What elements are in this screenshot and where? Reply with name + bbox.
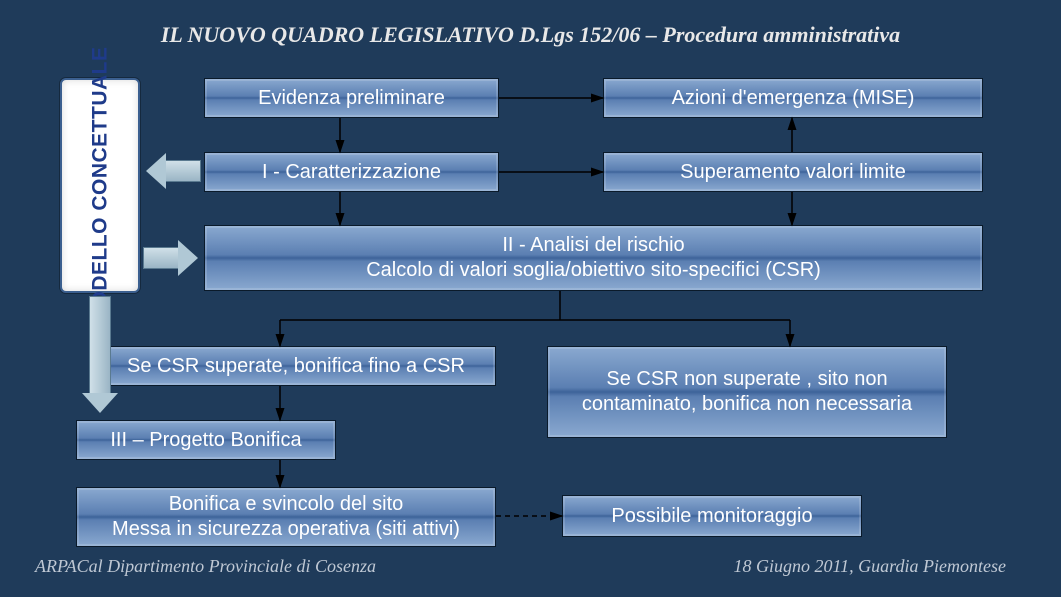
flow-box-b10: Possibile monitoraggio <box>562 495 862 537</box>
thick-arrow-a_down <box>89 296 111 394</box>
sidebar-modello-concettuale: MODELLO CONCETTUALE <box>60 78 140 293</box>
flow-box-b6: Se CSR superate, bonifica fino a CSR <box>96 346 496 386</box>
flow-box-b1: Evidenza preliminare <box>204 78 499 118</box>
flow-box-b5: II - Analisi del rischioCalcolo di valor… <box>204 225 983 291</box>
page-title: IL NUOVO QUADRO LEGISLATIVO D.Lgs 152/06… <box>0 22 1061 48</box>
flow-box-b4: Superamento valori limite <box>603 152 983 192</box>
sidebar-label: MODELLO CONCETTUALE <box>88 46 112 325</box>
footer-left: ARPACal Dipartimento Provinciale di Cose… <box>35 556 376 577</box>
footer-right: 18 Giugno 2011, Guardia Piemontese <box>734 556 1006 577</box>
flow-box-b3: I - Caratterizzazione <box>204 152 499 192</box>
flow-box-b7: Se CSR non superate , sito non contamina… <box>547 346 947 438</box>
thick-arrow-a_right <box>143 247 179 269</box>
flow-box-b8: III – Progetto Bonifica <box>76 420 336 460</box>
flow-box-b2: Azioni d'emergenza (MISE) <box>603 78 983 118</box>
thick-arrow-a_left <box>165 160 201 182</box>
flow-box-b9: Bonifica e svincolo del sitoMessa in sic… <box>76 487 496 547</box>
